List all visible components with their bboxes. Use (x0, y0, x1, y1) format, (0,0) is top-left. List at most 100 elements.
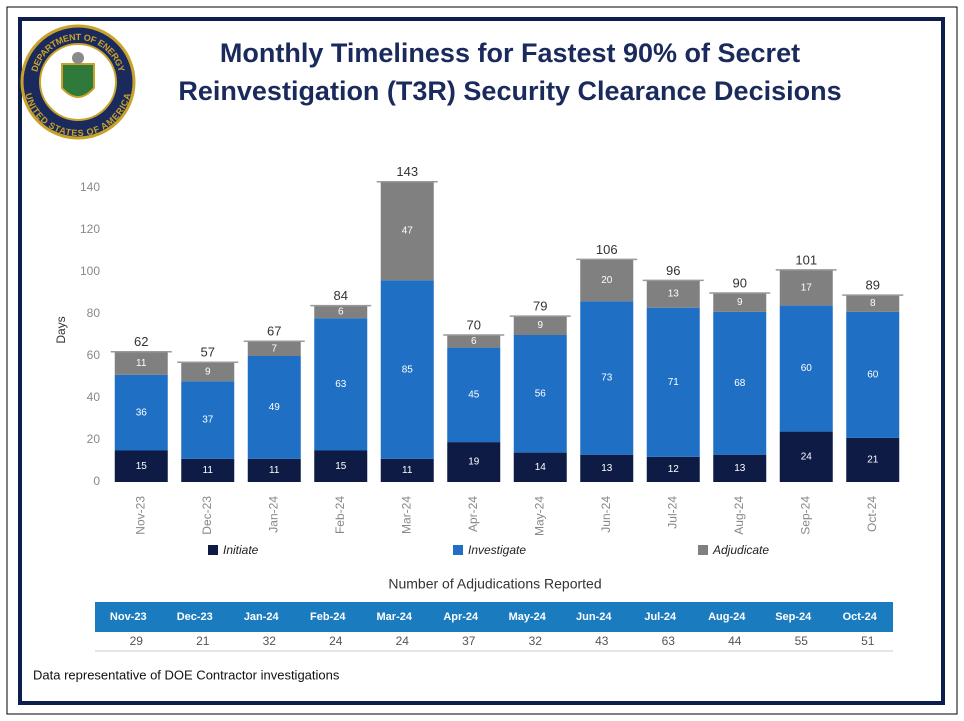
segment-label: 63 (335, 379, 347, 390)
segment-label: 9 (537, 320, 543, 331)
bar-segment (646, 307, 700, 457)
bar-segment (513, 452, 567, 482)
bar-segment (181, 381, 235, 459)
segment-label: 37 (202, 415, 214, 426)
y-axis-label: Days (54, 316, 68, 343)
total-label: 79 (533, 299, 547, 314)
bar-segment (114, 351, 168, 375)
bar-segment (513, 335, 567, 453)
segment-label: 15 (335, 461, 347, 472)
bar-segment (580, 259, 634, 302)
segment-label: 68 (734, 378, 746, 389)
segment-label: 8 (870, 298, 876, 309)
x-tick-label: Jun-24 (599, 496, 613, 533)
table-header-band (95, 602, 893, 632)
bar-segment (580, 301, 634, 455)
bar-segment (380, 280, 434, 459)
x-tick-label: Aug-24 (732, 496, 746, 535)
chart-title: Monthly Timeliness for Fastest 90% of Se… (178, 38, 842, 106)
x-tick-label: Nov-23 (133, 496, 147, 535)
segment-label: 20 (601, 275, 613, 286)
total-label: 101 (795, 252, 817, 267)
x-tick-label: Mar-24 (399, 496, 413, 534)
table-cell: 44 (728, 634, 742, 648)
legend-swatch (208, 545, 218, 555)
y-tick-label: 60 (87, 348, 101, 362)
y-tick-label: 120 (80, 222, 100, 236)
total-label: 106 (596, 242, 618, 257)
table-cell: 43 (595, 634, 609, 648)
table-header-cell: Jul-24 (644, 611, 677, 623)
bar-segment (447, 442, 501, 482)
total-label: 57 (201, 345, 215, 360)
y-tick-label: 0 (93, 474, 100, 488)
segment-label: 11 (136, 358, 147, 369)
table-cell: 29 (130, 634, 144, 648)
table-header-cell: Apr-24 (443, 611, 479, 623)
table-header-cell: May-24 (509, 611, 547, 623)
y-tick-label: 20 (87, 432, 101, 446)
x-tick-label: May-24 (532, 496, 546, 536)
table-header-cell: Sep-24 (775, 611, 812, 623)
bar-segment (247, 356, 301, 459)
bar-segment (713, 293, 767, 312)
bar-segment (779, 431, 833, 482)
bar-segment (114, 450, 168, 482)
total-label: 96 (666, 263, 680, 278)
segment-label: 9 (205, 366, 211, 377)
x-tick-label: Sep-24 (798, 496, 812, 535)
segment-label: 11 (269, 465, 280, 476)
segment-label: 13 (734, 463, 746, 474)
total-label: 67 (267, 324, 281, 339)
bar-segment (646, 280, 700, 308)
bar-segment (380, 181, 434, 281)
total-label: 143 (396, 164, 418, 179)
bar-segment (779, 305, 833, 432)
y-tick-label: 100 (80, 264, 100, 278)
segment-label: 60 (801, 363, 813, 374)
y-tick-label: 40 (87, 390, 101, 404)
total-label: 90 (733, 275, 747, 290)
bar-segment (314, 450, 368, 482)
bar-segment (846, 437, 900, 482)
table-title: Number of Adjudications Reported (388, 576, 601, 592)
legend-label: Adjudicate (712, 543, 769, 557)
segment-label: 15 (136, 461, 148, 472)
segment-label: 11 (402, 465, 413, 476)
segment-label: 49 (269, 402, 281, 413)
x-tick-label: Jan-24 (266, 496, 280, 533)
segment-label: 6 (338, 307, 344, 318)
segment-label: 47 (402, 226, 414, 237)
bar-segment (181, 458, 235, 482)
y-tick-label: 80 (87, 306, 101, 320)
bar-segment (646, 456, 700, 482)
table-cell: 55 (795, 634, 809, 648)
table-cell: 24 (329, 634, 343, 648)
x-tick-label: Oct-24 (865, 496, 879, 532)
bar-segment (580, 454, 634, 482)
legend-swatch (453, 545, 463, 555)
bar-segment (713, 454, 767, 482)
table-header-cell: Feb-24 (310, 611, 346, 623)
bar-segment (713, 311, 767, 455)
total-label: 70 (467, 317, 481, 332)
table-header-cell: Aug-24 (708, 611, 746, 623)
table-header-cell: Nov-23 (110, 611, 147, 623)
x-tick-label: Jul-24 (665, 496, 679, 529)
segment-label: 24 (801, 451, 813, 462)
table-cell: 63 (662, 634, 676, 648)
table-cell: 32 (263, 634, 277, 648)
segment-label: 36 (136, 407, 148, 418)
table-cell: 24 (396, 634, 410, 648)
legend-label: Initiate (223, 543, 259, 557)
y-tick-label: 140 (80, 180, 100, 194)
total-label: 84 (334, 288, 348, 303)
bar-segment (181, 362, 235, 382)
x-tick-label: Feb-24 (333, 496, 347, 534)
segment-label: 7 (271, 343, 277, 354)
table-header-cell: Dec-23 (177, 611, 213, 623)
bar-segment (447, 347, 501, 443)
x-tick-label: Apr-24 (466, 496, 480, 532)
segment-label: 11 (203, 465, 214, 476)
